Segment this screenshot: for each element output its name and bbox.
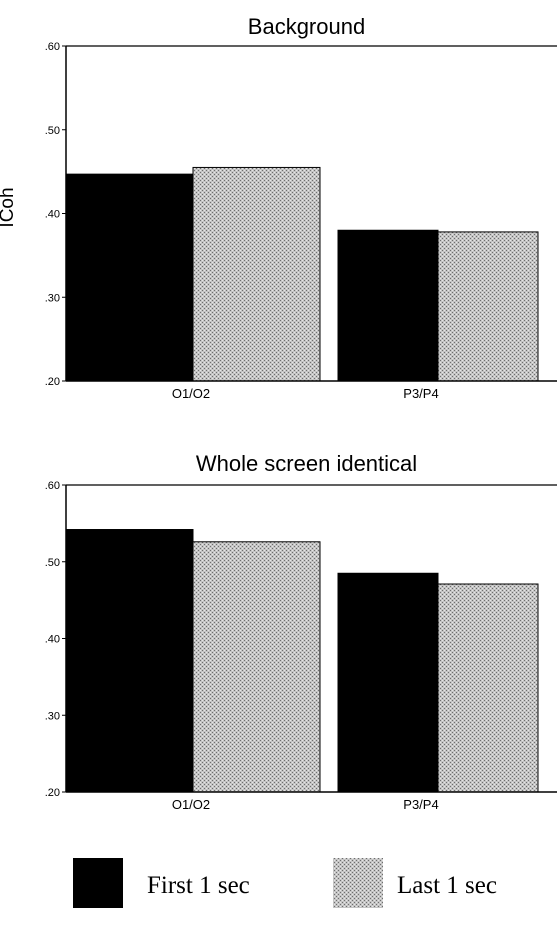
bar-last-1-sec-p3-p4 <box>437 231 539 382</box>
bar-first-1-sec-o1-o2 <box>65 529 194 793</box>
y-axis-label: ICoh <box>0 187 18 227</box>
y-tick-label: .40 <box>45 209 60 221</box>
bar-first-1-sec-p3-p4 <box>337 572 439 793</box>
y-tick-label: .50 <box>45 557 60 569</box>
bar-last-1-sec-p3-p4 <box>437 583 539 793</box>
legend: First 1 sec Last 1 sec <box>73 858 497 908</box>
y-tick-label: .40 <box>45 634 60 646</box>
legend-label-last-1-sec: Last 1 sec <box>397 872 497 899</box>
y-tick-label: .20 <box>45 787 60 799</box>
chart-title: Whole screen identical <box>196 451 417 476</box>
bar-last-1-sec-o1-o2 <box>192 166 321 382</box>
y-tick-label: .60 <box>45 480 60 492</box>
bar-first-1-sec-p3-p4 <box>337 229 439 382</box>
y-tick-label: .20 <box>45 376 60 388</box>
y-tick-label: .50 <box>45 125 60 137</box>
chart-panel-background: Background ICoh .20 .30 .40 .50 .60 O1/O2 P3/P4 <box>0 14 557 401</box>
bar-last-1-sec-o1-o2 <box>192 541 321 793</box>
y-tick-label: .30 <box>45 710 60 722</box>
legend-swatch-last-1-sec <box>333 858 383 908</box>
x-tick-label-p3-p4: P3/P4 <box>403 386 438 401</box>
bar-first-1-sec-o1-o2 <box>65 173 194 382</box>
x-tick-label-o1-o2: O1/O2 <box>172 797 210 812</box>
y-tick-label: .60 <box>45 41 60 53</box>
x-tick-label-o1-o2: O1/O2 <box>172 386 210 401</box>
chart-panel-whole-screen-identical: Whole screen identical .20 .30 .40 .50 .60 O1/… <box>45 451 557 812</box>
y-tick-label: .30 <box>45 292 60 304</box>
legend-label-first-1-sec: First 1 sec <box>147 872 250 899</box>
chart-title: Background <box>248 14 365 39</box>
legend-swatch-first-1-sec <box>73 858 123 908</box>
x-tick-label-p3-p4: P3/P4 <box>403 797 438 812</box>
